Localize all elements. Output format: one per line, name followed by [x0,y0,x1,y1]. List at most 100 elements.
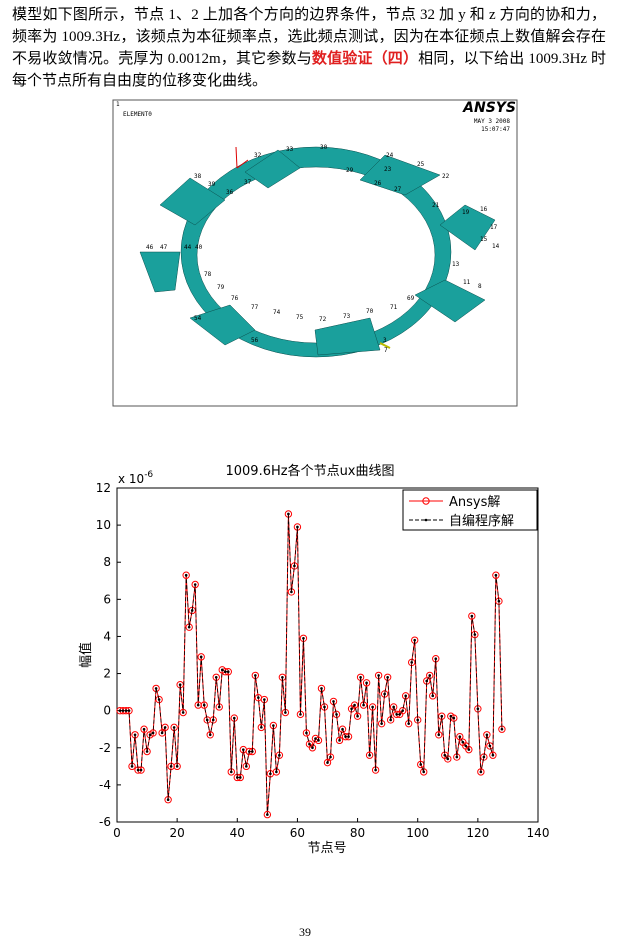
point [124,709,128,712]
point [404,694,407,698]
point [344,735,347,738]
y-tick-label: 8 [103,555,111,569]
point [326,761,329,764]
flange [359,154,441,196]
legend-label: Ansys解 [449,495,500,510]
node-label: 32 [254,152,262,159]
point [220,668,224,672]
point [118,709,122,712]
point [266,813,269,816]
node-label: 70 [366,308,374,315]
legend-marker [422,497,430,505]
point [166,798,170,802]
point [142,727,146,731]
point [133,733,137,737]
point [407,722,410,725]
point [160,731,164,735]
point [293,564,296,568]
ansys-logo: ANSYS [462,100,516,116]
node-label: 44 [184,244,192,251]
point [489,751,497,759]
node-label: 11 [463,279,471,286]
date: MAY 3 2008 [474,118,511,125]
node-label: 40 [195,244,203,251]
node-label: 3 [383,337,387,344]
x-tick-label: 80 [350,826,365,840]
point [335,736,344,745]
y-tick-label: 2 [103,667,111,681]
point [362,703,365,707]
chart-title: 1009.6Hz各个节点ux曲线图 [225,463,394,479]
node-label: 29 [346,167,354,174]
paragraph: 模型如下图所示，节点 1、2 上加各个方向的边界条件，节点 32 加 y 和 z… [12,4,606,92]
point [281,675,284,679]
x-tick-label: 120 [466,826,489,840]
point [329,755,332,759]
point [377,674,380,677]
point [332,700,335,703]
legend-box [402,489,538,531]
point [235,776,239,779]
point [486,742,494,750]
y-axis-label: 幅值 [78,642,94,668]
node-label: 39 [208,181,216,188]
point [429,692,437,700]
point [311,746,314,750]
point [416,718,420,722]
node-label: 36 [226,189,234,196]
point [497,599,501,603]
point [426,671,434,680]
node-label: 8 [478,283,482,290]
point [455,755,459,759]
point [341,727,344,731]
node-label: 22 [442,173,450,180]
flange [244,149,301,189]
point [217,705,221,709]
node-label: 76 [231,295,239,302]
point [193,583,197,586]
point [383,692,386,696]
point [494,573,498,577]
point [257,723,266,732]
y-tick-label: 0 [103,704,111,718]
point [154,687,158,690]
x-tick-label: 140 [527,826,550,840]
point [214,675,218,679]
x-tick-label: 40 [230,826,245,840]
point [197,653,205,661]
point [431,694,435,698]
point [395,713,398,716]
point [130,765,134,768]
point [440,714,444,718]
node-label: 72 [319,316,327,323]
node-label: 79 [217,284,225,291]
page-number: 39 [299,925,311,939]
point [211,718,215,722]
node-label: 25 [417,161,425,168]
point [389,703,398,711]
point [181,711,185,714]
constraint [379,342,391,349]
point [485,733,489,737]
point [347,735,350,738]
point [413,638,417,642]
point [398,706,407,715]
point [287,512,290,516]
axis-triad [235,146,238,169]
window-number: 1 [116,101,120,108]
point [263,810,272,819]
node-label: 77 [251,304,259,311]
node-label: 38 [194,173,202,180]
point [477,768,485,776]
x-tick-label: 60 [290,826,305,840]
point [175,765,179,768]
point [299,713,302,716]
time: 15:07:47 [481,126,510,133]
point [374,768,377,772]
point [434,657,438,661]
y-tick-label: 4 [103,629,111,643]
point [187,625,191,629]
point [251,750,254,753]
point [179,708,187,717]
point [500,727,504,731]
